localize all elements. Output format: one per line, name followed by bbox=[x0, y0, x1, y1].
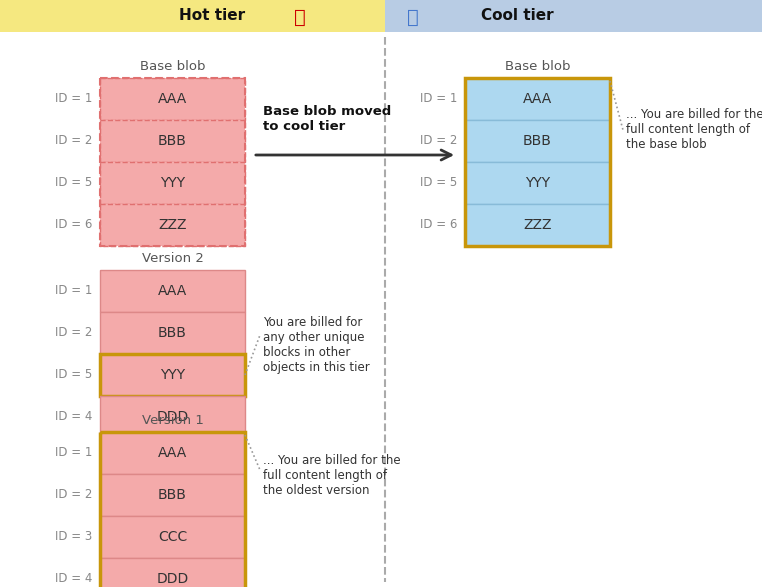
Bar bbox=[100, 204, 245, 246]
Bar bbox=[465, 120, 610, 162]
Text: AAA: AAA bbox=[158, 284, 187, 298]
Bar bbox=[465, 204, 610, 246]
Bar bbox=[100, 558, 245, 587]
Bar bbox=[100, 312, 245, 354]
Bar bbox=[100, 516, 245, 558]
Text: Base blob: Base blob bbox=[504, 60, 570, 73]
Text: ID = 5: ID = 5 bbox=[420, 177, 457, 190]
Text: ID = 2: ID = 2 bbox=[55, 326, 92, 339]
Text: ID = 2: ID = 2 bbox=[420, 134, 457, 147]
Bar bbox=[100, 270, 245, 312]
Text: Hot tier: Hot tier bbox=[178, 8, 245, 23]
Text: ID = 1: ID = 1 bbox=[420, 93, 457, 106]
Bar bbox=[100, 354, 245, 396]
Bar bbox=[100, 432, 245, 474]
Bar bbox=[100, 516, 245, 558]
Text: ID = 5: ID = 5 bbox=[55, 369, 92, 382]
Bar bbox=[100, 432, 245, 587]
Bar bbox=[465, 78, 610, 120]
Text: DDD: DDD bbox=[156, 572, 189, 586]
Text: ID = 4: ID = 4 bbox=[55, 410, 92, 423]
Bar bbox=[100, 162, 245, 204]
Text: ID = 2: ID = 2 bbox=[55, 134, 92, 147]
Bar bbox=[100, 204, 245, 246]
Bar bbox=[100, 120, 245, 162]
Text: ID = 4: ID = 4 bbox=[55, 572, 92, 585]
Bar bbox=[100, 312, 245, 354]
Text: ID = 1: ID = 1 bbox=[55, 93, 92, 106]
Bar bbox=[100, 396, 245, 438]
Text: ID = 6: ID = 6 bbox=[55, 218, 92, 231]
Bar bbox=[100, 558, 245, 587]
Text: ID = 3: ID = 3 bbox=[55, 531, 92, 544]
Bar bbox=[100, 120, 245, 162]
Text: ... You are billed for the
full content length of
the oldest version: ... You are billed for the full content … bbox=[263, 454, 401, 497]
Bar bbox=[0, 0, 385, 32]
Bar bbox=[100, 78, 245, 120]
Bar bbox=[100, 474, 245, 516]
Text: BBB: BBB bbox=[158, 326, 187, 340]
Text: 🌡: 🌡 bbox=[294, 8, 306, 26]
Text: AAA: AAA bbox=[523, 92, 552, 106]
Bar bbox=[100, 354, 245, 396]
Text: ID = 6: ID = 6 bbox=[420, 218, 457, 231]
Text: ID = 2: ID = 2 bbox=[55, 488, 92, 501]
Text: CCC: CCC bbox=[158, 530, 187, 544]
Text: YYY: YYY bbox=[160, 176, 185, 190]
Text: ZZZ: ZZZ bbox=[158, 218, 187, 232]
Text: DDD: DDD bbox=[156, 410, 189, 424]
Text: 🌡: 🌡 bbox=[407, 8, 419, 26]
Bar bbox=[465, 162, 610, 204]
Text: AAA: AAA bbox=[158, 446, 187, 460]
Bar bbox=[465, 204, 610, 246]
Bar bbox=[385, 0, 762, 32]
Text: Version 2: Version 2 bbox=[142, 252, 203, 265]
Text: ID = 1: ID = 1 bbox=[55, 285, 92, 298]
Text: AAA: AAA bbox=[158, 92, 187, 106]
Bar bbox=[465, 78, 610, 246]
Text: YYY: YYY bbox=[160, 368, 185, 382]
Text: Version 1: Version 1 bbox=[142, 414, 203, 427]
Text: You are billed for
any other unique
blocks in other
objects in this tier: You are billed for any other unique bloc… bbox=[263, 316, 370, 374]
Text: Base blob: Base blob bbox=[139, 60, 205, 73]
Bar bbox=[465, 162, 610, 204]
Text: Cool tier: Cool tier bbox=[481, 8, 553, 23]
Bar bbox=[100, 432, 245, 474]
Bar bbox=[100, 396, 245, 438]
Bar bbox=[100, 162, 245, 204]
Text: ... You are billed for the
full content length of
the base blob: ... You are billed for the full content … bbox=[626, 109, 762, 151]
Text: ID = 1: ID = 1 bbox=[55, 447, 92, 460]
Bar bbox=[465, 78, 610, 120]
Text: Base blob moved
to cool tier: Base blob moved to cool tier bbox=[263, 105, 391, 133]
Bar bbox=[100, 270, 245, 312]
Bar bbox=[100, 78, 245, 120]
Text: ID = 5: ID = 5 bbox=[55, 177, 92, 190]
Text: YYY: YYY bbox=[525, 176, 550, 190]
Text: ZZZ: ZZZ bbox=[523, 218, 552, 232]
Text: BBB: BBB bbox=[523, 134, 552, 148]
Text: BBB: BBB bbox=[158, 488, 187, 502]
Bar bbox=[465, 120, 610, 162]
Bar bbox=[100, 78, 245, 246]
Text: BBB: BBB bbox=[158, 134, 187, 148]
Bar bbox=[100, 474, 245, 516]
Bar bbox=[100, 354, 245, 396]
